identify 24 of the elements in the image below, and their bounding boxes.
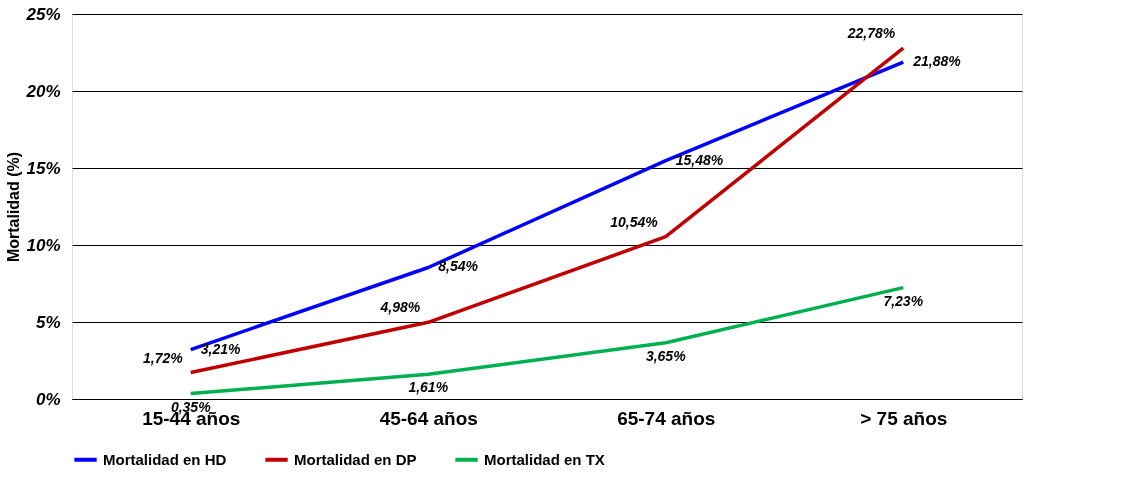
y-tick-label: 20% (25, 81, 61, 101)
data-label: 3,65% (645, 347, 687, 364)
data-label: 8,54% (438, 258, 479, 275)
x-tick-label: > 75 años (860, 407, 948, 429)
data-label: 1,61% (408, 379, 449, 396)
data-label: 22,78% (846, 25, 896, 42)
legend-label: Mortalidad en DP (294, 450, 417, 468)
y-tick-label: 0% (35, 389, 61, 409)
y-tick-label: 5% (35, 312, 61, 332)
y-tick-label: 10% (26, 235, 61, 255)
legend-label: Mortalidad en TX (484, 450, 605, 468)
x-tick-label: 45-64 años (379, 407, 478, 429)
legend-label: Mortalidad en HD (103, 450, 227, 468)
data-label: 10,54% (610, 213, 659, 230)
y-tick-label: 15% (26, 158, 61, 178)
data-label: 7,23% (883, 292, 924, 309)
y-axis-title: Mortalidad (%) (5, 151, 23, 263)
data-label: 3,21% (200, 340, 241, 357)
data-label: 4,98% (379, 299, 421, 316)
x-tick-label: 65-74 años (617, 407, 716, 429)
y-tick-label: 25% (25, 4, 61, 24)
data-label: 1,72% (143, 349, 184, 366)
data-label: 21,88% (912, 53, 962, 70)
data-label: 15,48% (675, 151, 724, 168)
